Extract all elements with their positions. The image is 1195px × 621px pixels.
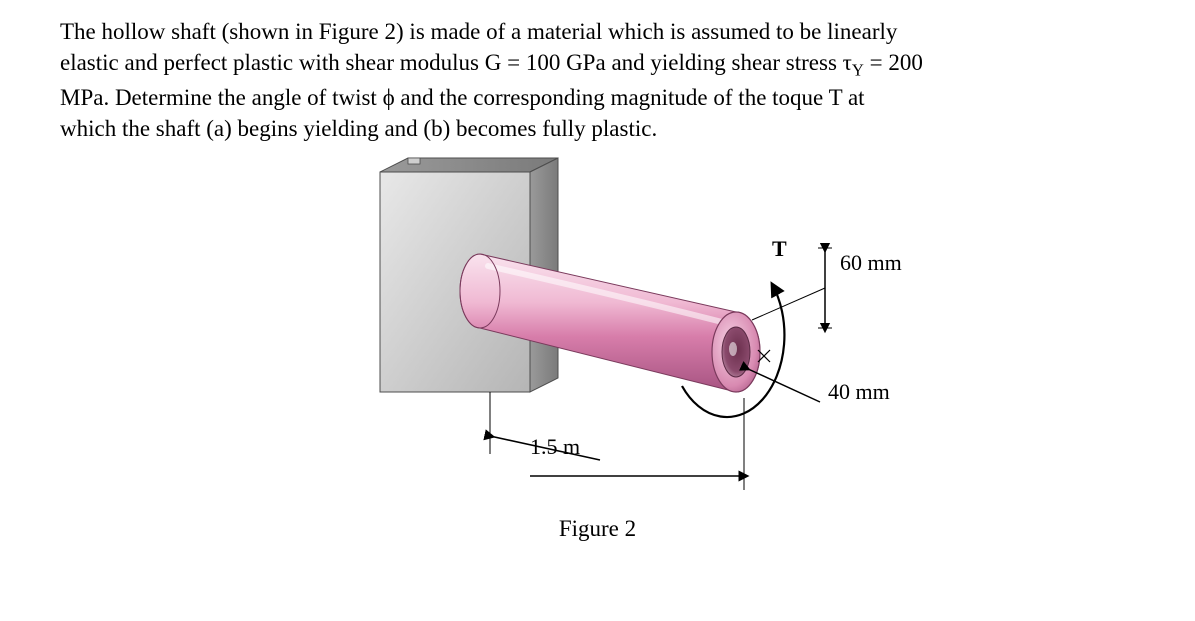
text-line1: The hollow shaft (shown in Figure 2) is … — [60, 19, 897, 44]
tau-symbol: τ — [843, 50, 852, 75]
figure-caption: Figure 2 — [60, 516, 1135, 542]
figure-svg — [320, 154, 880, 514]
problem-statement: The hollow shaft (shown in Figure 2) is … — [60, 16, 1135, 144]
text-line3a: MPa. Determine the angle of twist — [60, 85, 383, 110]
tau-eq: = — [864, 50, 888, 75]
text-line2b: and yielding shear stress — [606, 50, 843, 75]
text-line3b: and the corresponding magnitude of the t… — [395, 85, 865, 110]
text-line4: which the shaft (a) begins yielding and … — [60, 116, 657, 141]
tau-value: 200 — [888, 50, 923, 75]
inner-diameter-label: 40 mm — [828, 379, 890, 405]
length-label: 1.5 m — [530, 434, 580, 460]
text-line2a: elastic and perfect plastic with shear m… — [60, 50, 526, 75]
tau-subscript: Y — [852, 61, 864, 80]
torque-label: T — [772, 236, 787, 262]
phi-symbol: ϕ — [383, 85, 395, 110]
shaft-end-face — [712, 312, 760, 392]
g-value: 100 GPa — [526, 50, 606, 75]
outer-diameter-label: 60 mm — [840, 250, 902, 276]
dim-length — [490, 392, 744, 490]
figure-area: T 60 mm 40 mm 1.5 m Figure 2 — [60, 154, 1135, 574]
dim-outer-diameter — [752, 248, 832, 328]
